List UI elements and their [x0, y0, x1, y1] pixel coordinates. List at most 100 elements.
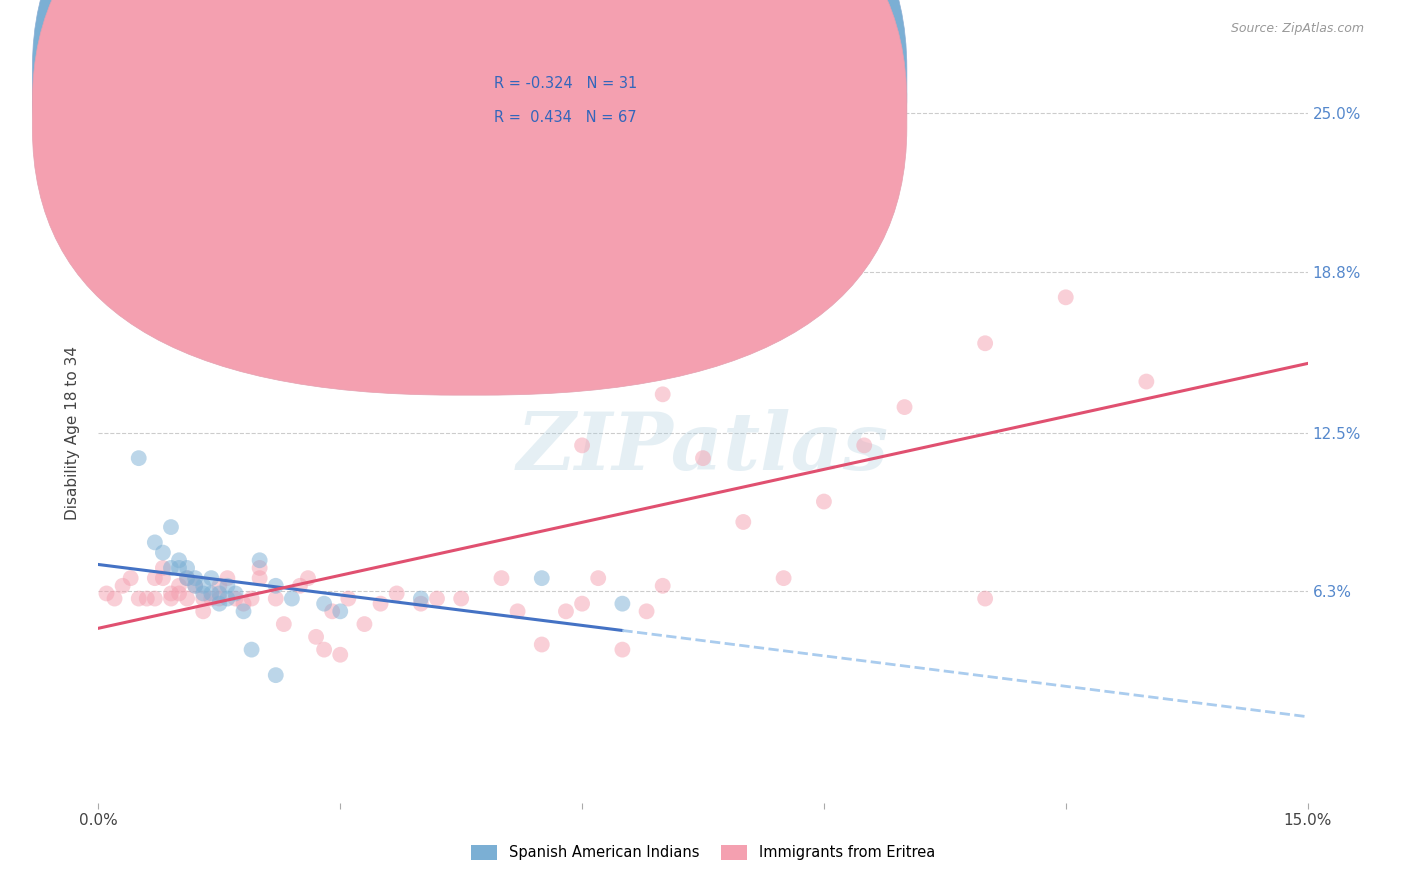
Point	[314, 642, 336, 657]
Point	[264, 591, 287, 606]
Point	[240, 642, 263, 657]
Point	[232, 597, 254, 611]
Point	[176, 571, 198, 585]
Point	[176, 561, 198, 575]
Point	[217, 571, 239, 585]
Point	[974, 591, 997, 606]
Point	[281, 591, 304, 606]
Point	[152, 571, 174, 585]
Y-axis label: Disability Age 18 to 34: Disability Age 18 to 34	[65, 345, 80, 520]
Text: ZIPatlas: ZIPatlas	[517, 409, 889, 486]
Point	[217, 579, 239, 593]
Point	[450, 591, 472, 606]
Point	[491, 571, 513, 585]
Point	[184, 571, 207, 585]
Point	[184, 579, 207, 593]
Point	[337, 591, 360, 606]
Point	[612, 642, 634, 657]
Point	[160, 591, 183, 606]
Point	[305, 630, 328, 644]
Point	[321, 604, 343, 618]
Point	[329, 604, 352, 618]
Point	[893, 400, 915, 414]
Point	[974, 336, 997, 351]
Point	[426, 591, 449, 606]
Point	[143, 571, 166, 585]
Point	[240, 591, 263, 606]
Point	[409, 336, 432, 351]
Point	[264, 668, 287, 682]
Point	[208, 586, 231, 600]
Point	[772, 571, 794, 585]
Point	[200, 591, 222, 606]
Point	[264, 579, 287, 593]
Point	[128, 451, 150, 466]
Point	[135, 591, 157, 606]
Point	[249, 561, 271, 575]
Point	[160, 586, 183, 600]
Point	[353, 617, 375, 632]
Point	[184, 579, 207, 593]
Point	[249, 553, 271, 567]
Point	[160, 520, 183, 534]
Point	[273, 617, 295, 632]
Point	[853, 183, 876, 197]
Point	[733, 331, 755, 345]
Point	[530, 571, 553, 585]
Point	[530, 638, 553, 652]
Point	[176, 571, 198, 585]
Point	[733, 515, 755, 529]
Point	[167, 586, 190, 600]
Point	[1135, 375, 1157, 389]
Point	[612, 597, 634, 611]
Text: R = -0.324   N = 31: R = -0.324 N = 31	[494, 76, 637, 91]
Point	[813, 494, 835, 508]
Point	[409, 591, 432, 606]
Point	[120, 571, 142, 585]
Point	[1054, 290, 1077, 304]
Text: SPANISH AMERICAN INDIAN VS IMMIGRANTS FROM ERITREA DISABILITY AGE 18 TO 34 CORRE: SPANISH AMERICAN INDIAN VS IMMIGRANTS FR…	[56, 22, 845, 37]
Point	[692, 451, 714, 466]
Point	[167, 561, 190, 575]
Point	[193, 586, 215, 600]
Point	[193, 591, 215, 606]
Point	[152, 546, 174, 560]
Point	[208, 597, 231, 611]
Point	[385, 586, 408, 600]
Point	[200, 586, 222, 600]
Point	[370, 597, 392, 611]
Point	[571, 438, 593, 452]
Point	[103, 591, 125, 606]
Point	[128, 591, 150, 606]
Point	[329, 648, 352, 662]
Legend: Spanish American Indians, Immigrants from Eritrea: Spanish American Indians, Immigrants fro…	[465, 838, 941, 866]
Point	[143, 591, 166, 606]
Point	[586, 571, 609, 585]
Point	[200, 571, 222, 585]
Point	[193, 579, 215, 593]
Point	[160, 561, 183, 575]
Point	[176, 591, 198, 606]
Point	[314, 597, 336, 611]
Point	[143, 535, 166, 549]
Point	[152, 561, 174, 575]
Point	[636, 604, 658, 618]
Point	[651, 579, 673, 593]
Point	[297, 571, 319, 585]
Text: Source: ZipAtlas.com: Source: ZipAtlas.com	[1230, 22, 1364, 36]
Point	[193, 604, 215, 618]
Point	[232, 604, 254, 618]
Point	[217, 591, 239, 606]
Point	[208, 579, 231, 593]
Point	[208, 591, 231, 606]
Point	[167, 553, 190, 567]
Point	[167, 579, 190, 593]
Point	[409, 597, 432, 611]
Point	[555, 604, 578, 618]
Point	[96, 586, 118, 600]
Point	[224, 586, 246, 600]
Point	[651, 387, 673, 401]
Point	[288, 579, 311, 593]
Point	[853, 438, 876, 452]
Point	[224, 591, 246, 606]
